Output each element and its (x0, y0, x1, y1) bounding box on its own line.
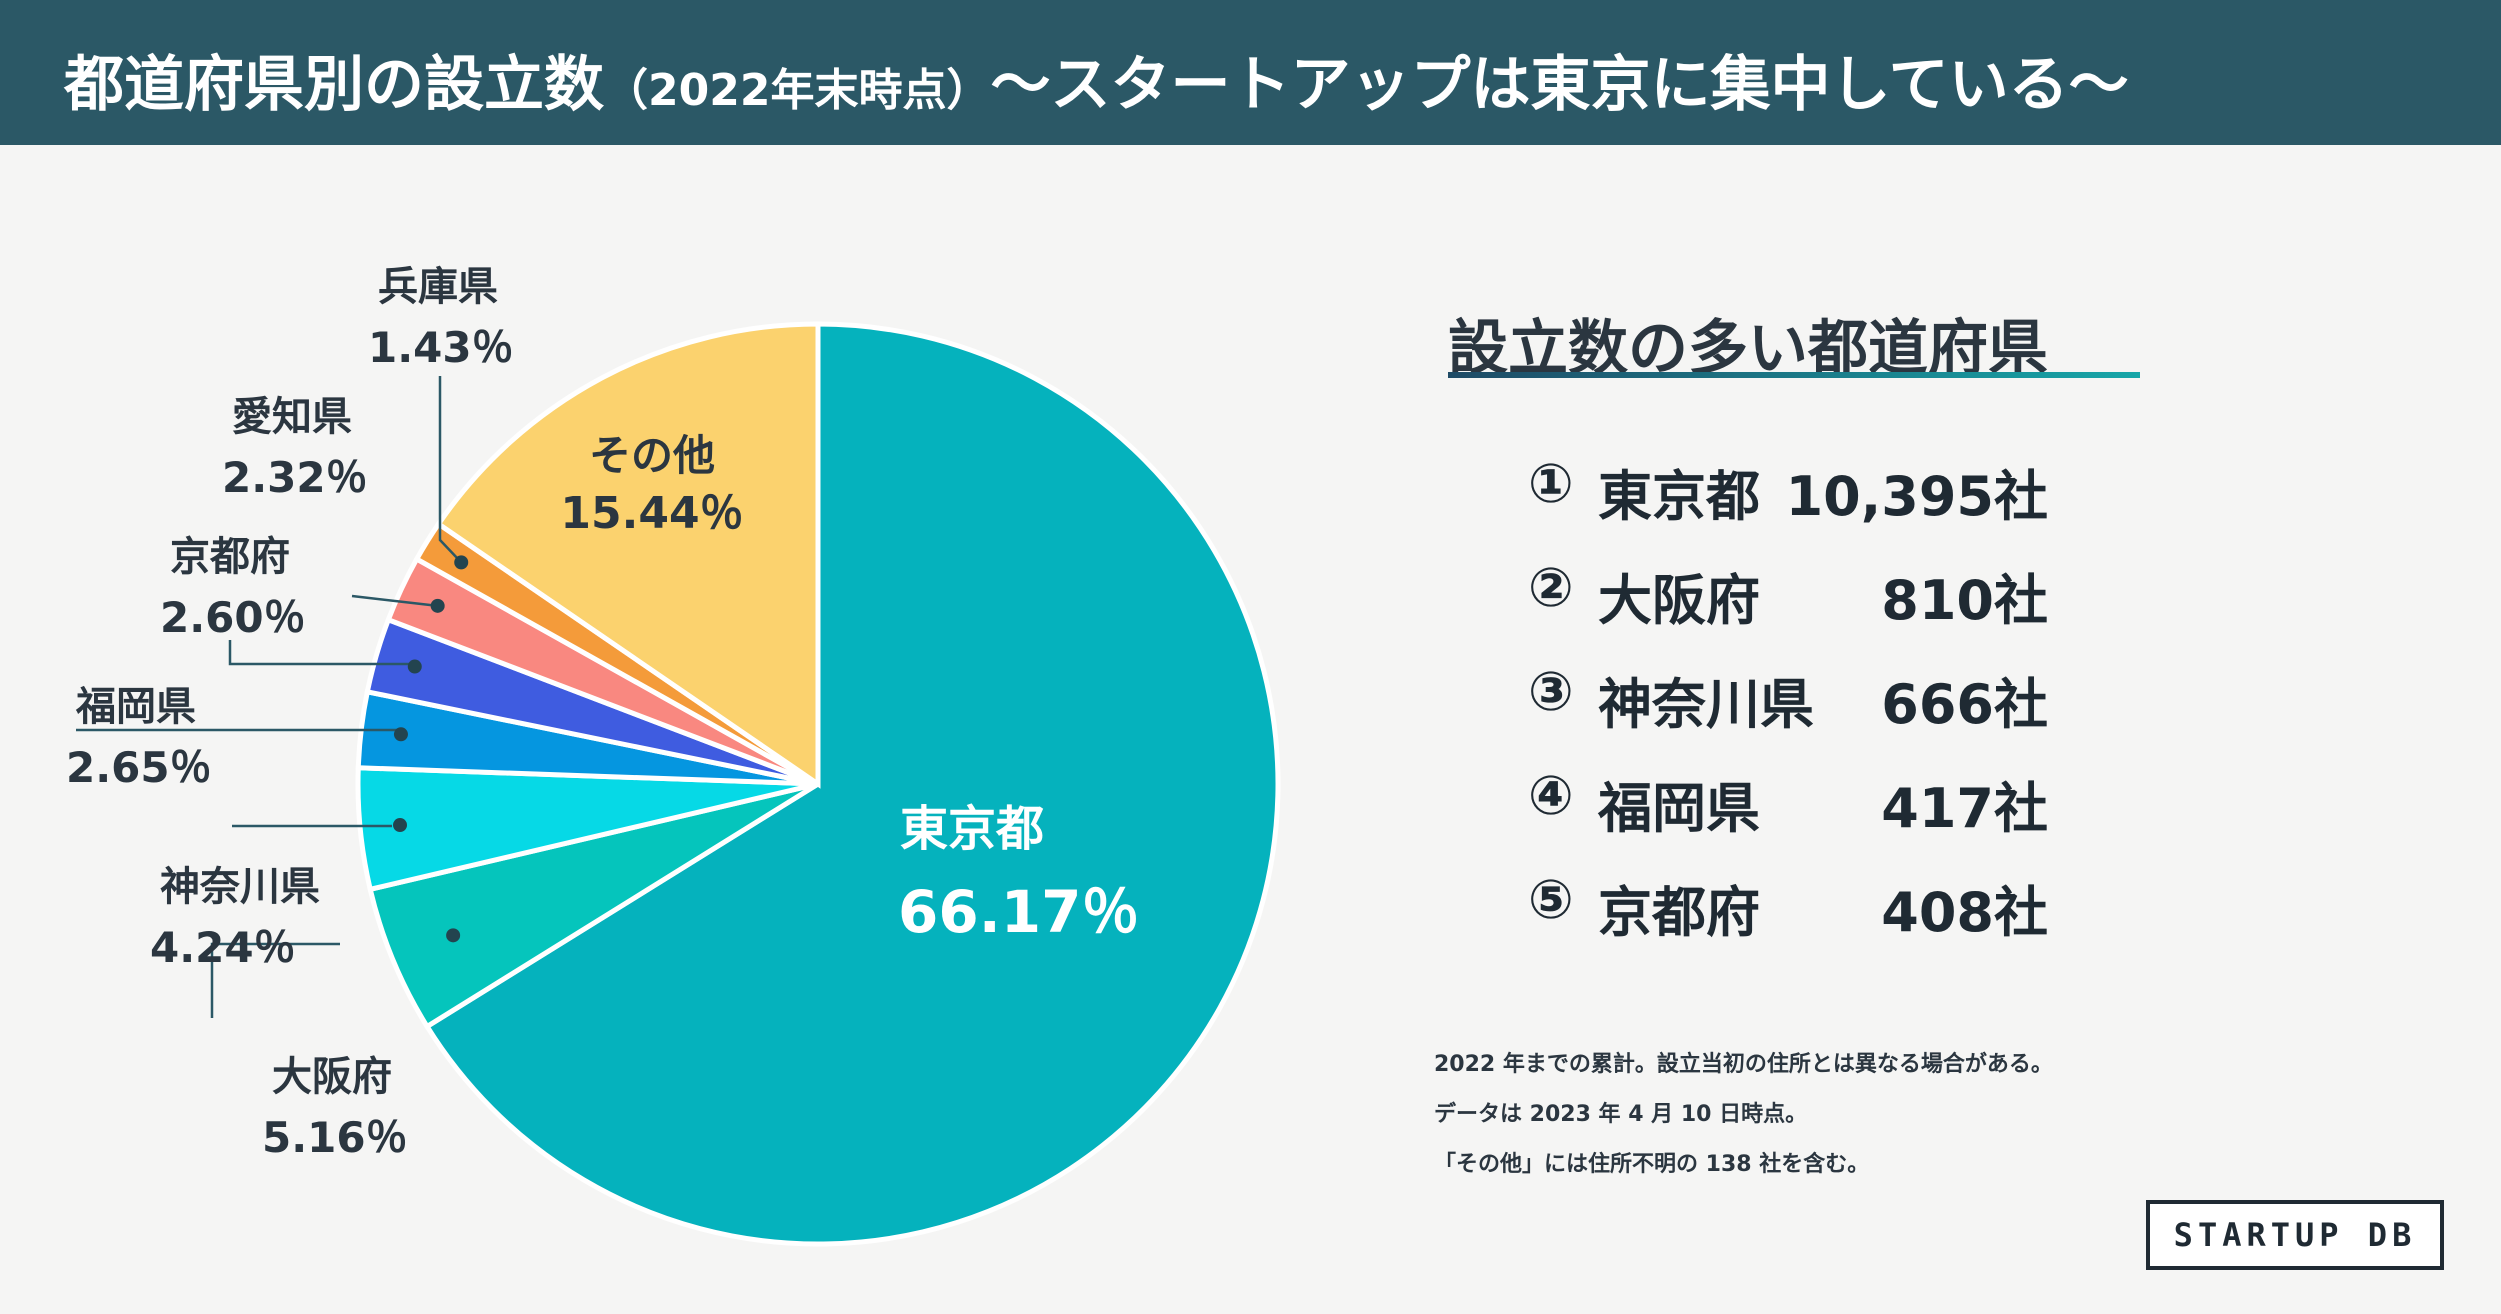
leader-dot (430, 598, 445, 613)
rank-count: 417社 (1881, 777, 2048, 840)
ranking-row: ④ 福岡県 417社 (1528, 764, 2068, 840)
leader-line (351, 594, 438, 608)
slice-value-label: 2.65％ (66, 743, 212, 792)
rank-prefecture: 福岡県 (1598, 777, 1760, 840)
rank-count: 10,395社 (1785, 465, 2048, 528)
rank-count: 408社 (1881, 881, 2048, 944)
ranking-title-underline (1448, 372, 2140, 378)
leader-line (210, 942, 340, 1018)
slice-name-label: 神奈川県 (160, 864, 320, 910)
leader-dot (446, 928, 461, 943)
slice-name-label: 大阪府 (272, 1054, 392, 1100)
leader-dot (393, 727, 408, 742)
rank-prefecture: 神奈川県 (1598, 673, 1814, 736)
slice-name-label: 東京都 (900, 801, 1044, 857)
rank-mark: ⑤ (1528, 868, 1574, 931)
ranking-row: ⑤ 京都府 408社 (1528, 868, 2068, 944)
rank-mark: ④ (1528, 764, 1574, 827)
slice-value-label: 66.17％ (898, 878, 1139, 946)
slice-name-label: その他 (589, 431, 715, 480)
pie-slices (355, 321, 1281, 1247)
rank-count: 666社 (1881, 673, 2048, 736)
slice-value-label: 15.44％ (560, 488, 743, 539)
slice-name-label: 京都府 (170, 534, 290, 580)
pie-slice (423, 321, 1281, 1247)
rank-prefecture: 大阪府 (1598, 569, 1760, 632)
footnote: 2022 年までの累計。設立当初の住所とは異なる場合がある。 (1434, 1052, 2053, 1077)
slice-value-label: 2.32％ (222, 453, 368, 502)
footnote: データは 2023 年 4 月 10 日時点。 (1434, 1102, 1808, 1127)
rank-mark: ① (1528, 452, 1574, 515)
rank-mark: ③ (1528, 660, 1574, 723)
leader-line (438, 376, 463, 564)
slice-value-label: 5.16％ (262, 1113, 408, 1162)
title-main: 都道府県別の設立数 (64, 50, 604, 120)
rank-count: 810社 (1881, 569, 2048, 632)
slice-name-label: 兵庫県 (378, 264, 498, 310)
leader-line (228, 640, 415, 666)
title-paren: （2022年末時点） (604, 65, 991, 116)
pie-slice (435, 321, 821, 789)
startup-db-logo: STARTUP DB (2146, 1200, 2444, 1270)
leader-dot (407, 659, 422, 674)
slice-value-label: 1.43％ (368, 323, 514, 372)
pie-slice (367, 781, 820, 1030)
page-title: 都道府県別の設立数（2022年末時点）〜スタートアップは東京に集中している〜 (64, 36, 2129, 123)
footnotes: 2022 年までの累計。設立当初の住所とは異なる場合がある。 データは 2023… (1434, 1040, 2053, 1190)
header-bar: 都道府県別の設立数（2022年末時点）〜スタートアップは東京に集中している〜 (0, 0, 2501, 145)
slice-name-label: 福岡県 (75, 684, 196, 730)
slice-name-label: 愛知県 (232, 394, 352, 440)
ranking-row: ③ 神奈川県 666社 (1528, 660, 2068, 736)
ranking-row: ① 東京都 10,395社 (1528, 452, 2068, 528)
rank-prefecture: 東京都 (1598, 465, 1760, 528)
rank-mark: ② (1528, 556, 1574, 619)
slice-value-label: 2.60％ (160, 593, 306, 642)
footnote: 「その他」には住所不明の 138 社を含む。 (1434, 1152, 1870, 1177)
ranking-row: ② 大阪府 810社 (1528, 556, 2068, 632)
leader-dot (454, 555, 469, 570)
slice-value-label: 4.24％ (150, 923, 296, 972)
leader-dot (393, 818, 408, 833)
rank-prefecture: 京都府 (1598, 881, 1760, 944)
title-sub: 〜スタートアップは東京に集中している〜 (990, 50, 2129, 120)
